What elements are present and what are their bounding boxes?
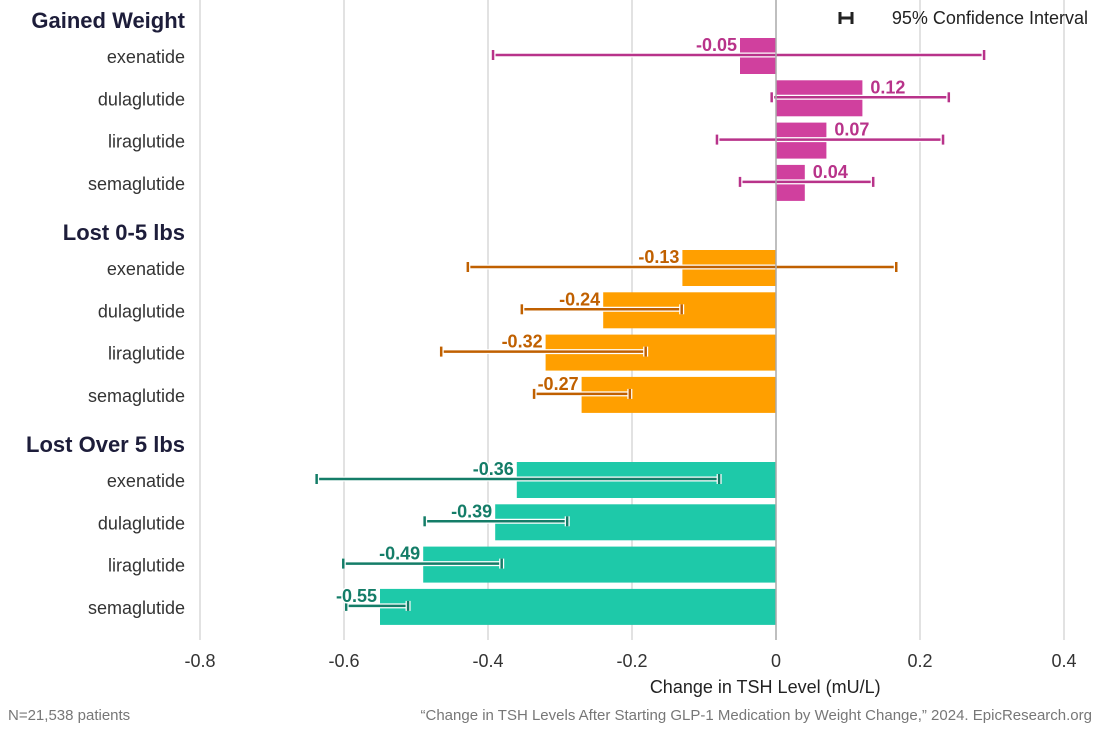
category-label: liraglutide xyxy=(108,556,185,576)
category-label: semaglutide xyxy=(88,174,185,194)
group-label: Gained Weight xyxy=(31,8,185,33)
data-label: 0.12 xyxy=(870,77,905,97)
data-label: 0.07 xyxy=(834,120,869,140)
category-label: liraglutide xyxy=(108,132,185,152)
data-label: -0.32 xyxy=(502,332,543,352)
legend-label: 95% Confidence Interval xyxy=(892,8,1088,28)
x-tick-label: 0 xyxy=(771,651,781,671)
data-label: -0.13 xyxy=(638,247,679,267)
category-label: liraglutide xyxy=(108,344,185,364)
data-label: -0.55 xyxy=(336,586,377,606)
category-label: exenatide xyxy=(107,259,185,279)
x-axis-title: Change in TSH Level (mU/L) xyxy=(650,677,881,697)
data-label: -0.36 xyxy=(473,459,514,479)
category-label: dulaglutide xyxy=(98,89,185,109)
x-tick-label: -0.6 xyxy=(328,651,359,671)
bar xyxy=(380,588,776,625)
category-label: semaglutide xyxy=(88,386,185,406)
x-tick-label: 0.4 xyxy=(1051,651,1076,671)
x-tick-label: -0.2 xyxy=(616,651,647,671)
data-label: -0.39 xyxy=(451,501,492,521)
data-label: -0.49 xyxy=(379,544,420,564)
footer-source: “Change in TSH Levels After Starting GLP… xyxy=(420,707,1092,724)
group-label: Lost Over 5 lbs xyxy=(26,432,185,457)
footer-n: N=21,538 patients xyxy=(8,707,131,724)
x-tick-label: -0.4 xyxy=(472,651,503,671)
category-label: dulaglutide xyxy=(98,301,185,321)
category-label: semaglutide xyxy=(88,598,185,618)
data-label: 0.04 xyxy=(813,162,848,182)
data-label: -0.24 xyxy=(559,289,600,309)
data-label: -0.27 xyxy=(538,374,579,394)
x-tick-label: 0.2 xyxy=(907,651,932,671)
category-label: exenatide xyxy=(107,47,185,67)
group-label: Lost 0-5 lbs xyxy=(63,220,185,245)
category-label: exenatide xyxy=(107,471,185,491)
data-label: -0.05 xyxy=(696,35,737,55)
x-tick-label: -0.8 xyxy=(184,651,215,671)
category-label: dulaglutide xyxy=(98,513,185,533)
